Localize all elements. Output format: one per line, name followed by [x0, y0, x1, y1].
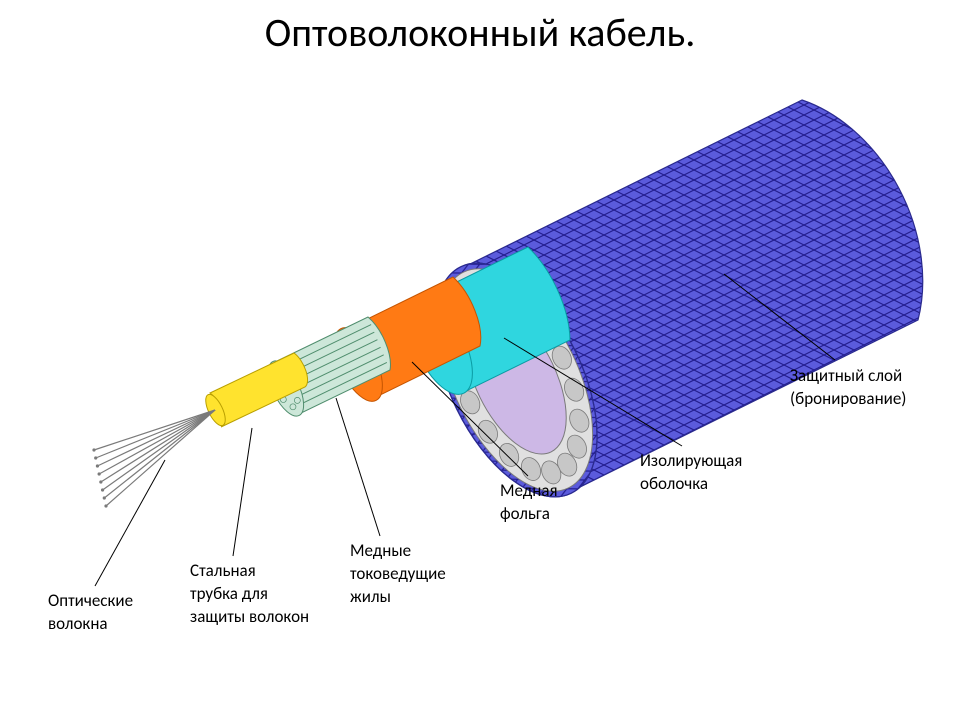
- label-optical_fibers: Оптические волокна: [48, 590, 133, 636]
- label-copper_foil: Медная фольга: [500, 480, 558, 526]
- optical-fibers: [92, 410, 215, 508]
- label-copper_wires: Медные токоведущие жилы: [350, 540, 446, 609]
- steel-tube-layer: [202, 353, 308, 428]
- label-isolator: Изолирующая оболочка: [640, 450, 742, 496]
- label-armor: Защитный слой (бронирование): [790, 365, 906, 411]
- cable-diagram: [0, 0, 960, 720]
- label-steel_tube: Стальная трубка для защиты волокон: [190, 560, 309, 629]
